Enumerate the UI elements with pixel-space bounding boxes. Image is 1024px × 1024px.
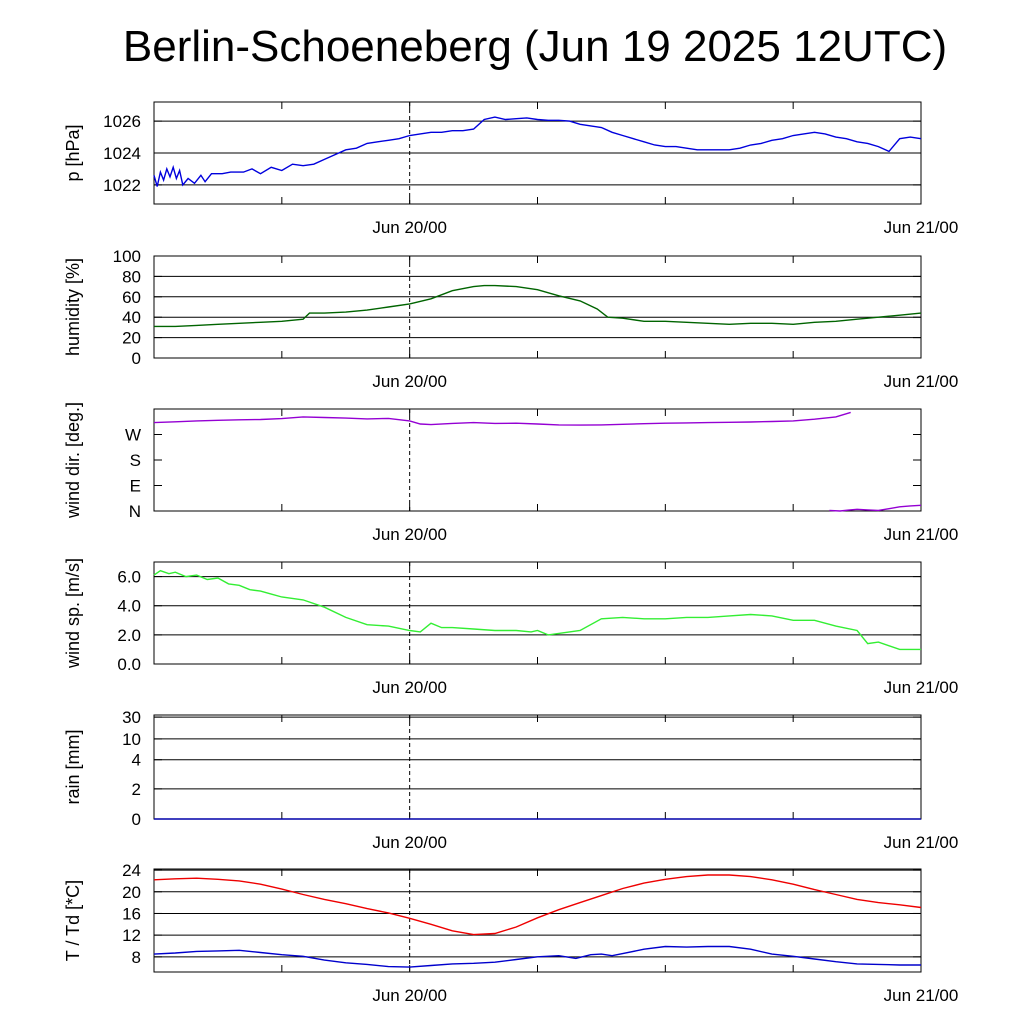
y-tick-label: 20 xyxy=(122,883,141,902)
x-tick-label: Jun 21/00 xyxy=(884,525,959,544)
y-tick-label: 30 xyxy=(122,708,141,727)
y-tick-label: 12 xyxy=(122,926,141,945)
x-tick-label: Jun 21/00 xyxy=(884,986,959,1005)
panel-frame xyxy=(153,255,922,359)
series-line xyxy=(153,116,922,187)
chart-title: Berlin-Schoeneberg (Jun 19 2025 12UTC) xyxy=(122,22,948,71)
y-tick-label: 0.0 xyxy=(117,655,141,674)
x-tick-label: Jun 20/00 xyxy=(372,678,447,697)
y-tick-label: 0 xyxy=(132,349,141,368)
series-line xyxy=(153,411,851,426)
x-tick-label: Jun 20/00 xyxy=(372,986,447,1005)
series-line xyxy=(829,504,922,512)
panel-frame xyxy=(153,561,922,665)
y-tick-label: 2 xyxy=(132,780,141,799)
x-tick-label: Jun 20/00 xyxy=(372,833,447,852)
y-tick-label: 1024 xyxy=(103,144,141,163)
series-line xyxy=(153,874,922,936)
x-tick-label: Jun 21/00 xyxy=(884,372,959,391)
x-tick-label: Jun 21/00 xyxy=(884,833,959,852)
series-line xyxy=(153,945,921,968)
x-tick-label: Jun 21/00 xyxy=(884,218,959,237)
y-axis-label: wind sp. [m/s] xyxy=(63,558,83,669)
y-tick-label: W xyxy=(125,426,141,445)
y-tick-label: 6.0 xyxy=(117,568,141,587)
y-tick-label: 0 xyxy=(132,810,141,829)
y-axis-label: T / Td [*C] xyxy=(63,880,83,961)
y-tick-label: 24 xyxy=(122,861,141,880)
y-tick-label: 20 xyxy=(122,329,141,348)
x-tick-label: Jun 20/00 xyxy=(372,525,447,544)
series-line xyxy=(153,569,921,651)
y-tick-label: 2.0 xyxy=(117,626,141,645)
y-axis-label: wind dir. [deg.] xyxy=(63,402,83,519)
x-tick-label: Jun 21/00 xyxy=(884,678,959,697)
series-line xyxy=(154,284,922,328)
y-tick-label: 100 xyxy=(113,247,141,266)
y-tick-label: E xyxy=(130,477,141,496)
y-tick-label: 10 xyxy=(122,730,141,749)
y-tick-label: 8 xyxy=(132,948,141,967)
x-tick-label: Jun 20/00 xyxy=(372,372,447,391)
y-tick-label: 1026 xyxy=(103,112,141,131)
y-tick-label: N xyxy=(129,502,141,521)
panel-frame xyxy=(153,714,922,820)
y-axis-label: p [hPa] xyxy=(63,124,83,181)
y-tick-label: S xyxy=(130,451,141,470)
y-tick-label: 80 xyxy=(122,267,141,286)
y-tick-label: 16 xyxy=(122,904,141,923)
x-tick-label: Jun 20/00 xyxy=(372,218,447,237)
y-tick-label: 40 xyxy=(122,308,141,327)
y-tick-label: 4 xyxy=(132,751,141,770)
y-tick-label: 4.0 xyxy=(117,597,141,616)
y-axis-label: rain [mm] xyxy=(63,729,83,804)
y-tick-label: 1022 xyxy=(103,176,141,195)
y-axis-label: humidity [%] xyxy=(63,258,83,356)
y-tick-label: 60 xyxy=(122,288,141,307)
